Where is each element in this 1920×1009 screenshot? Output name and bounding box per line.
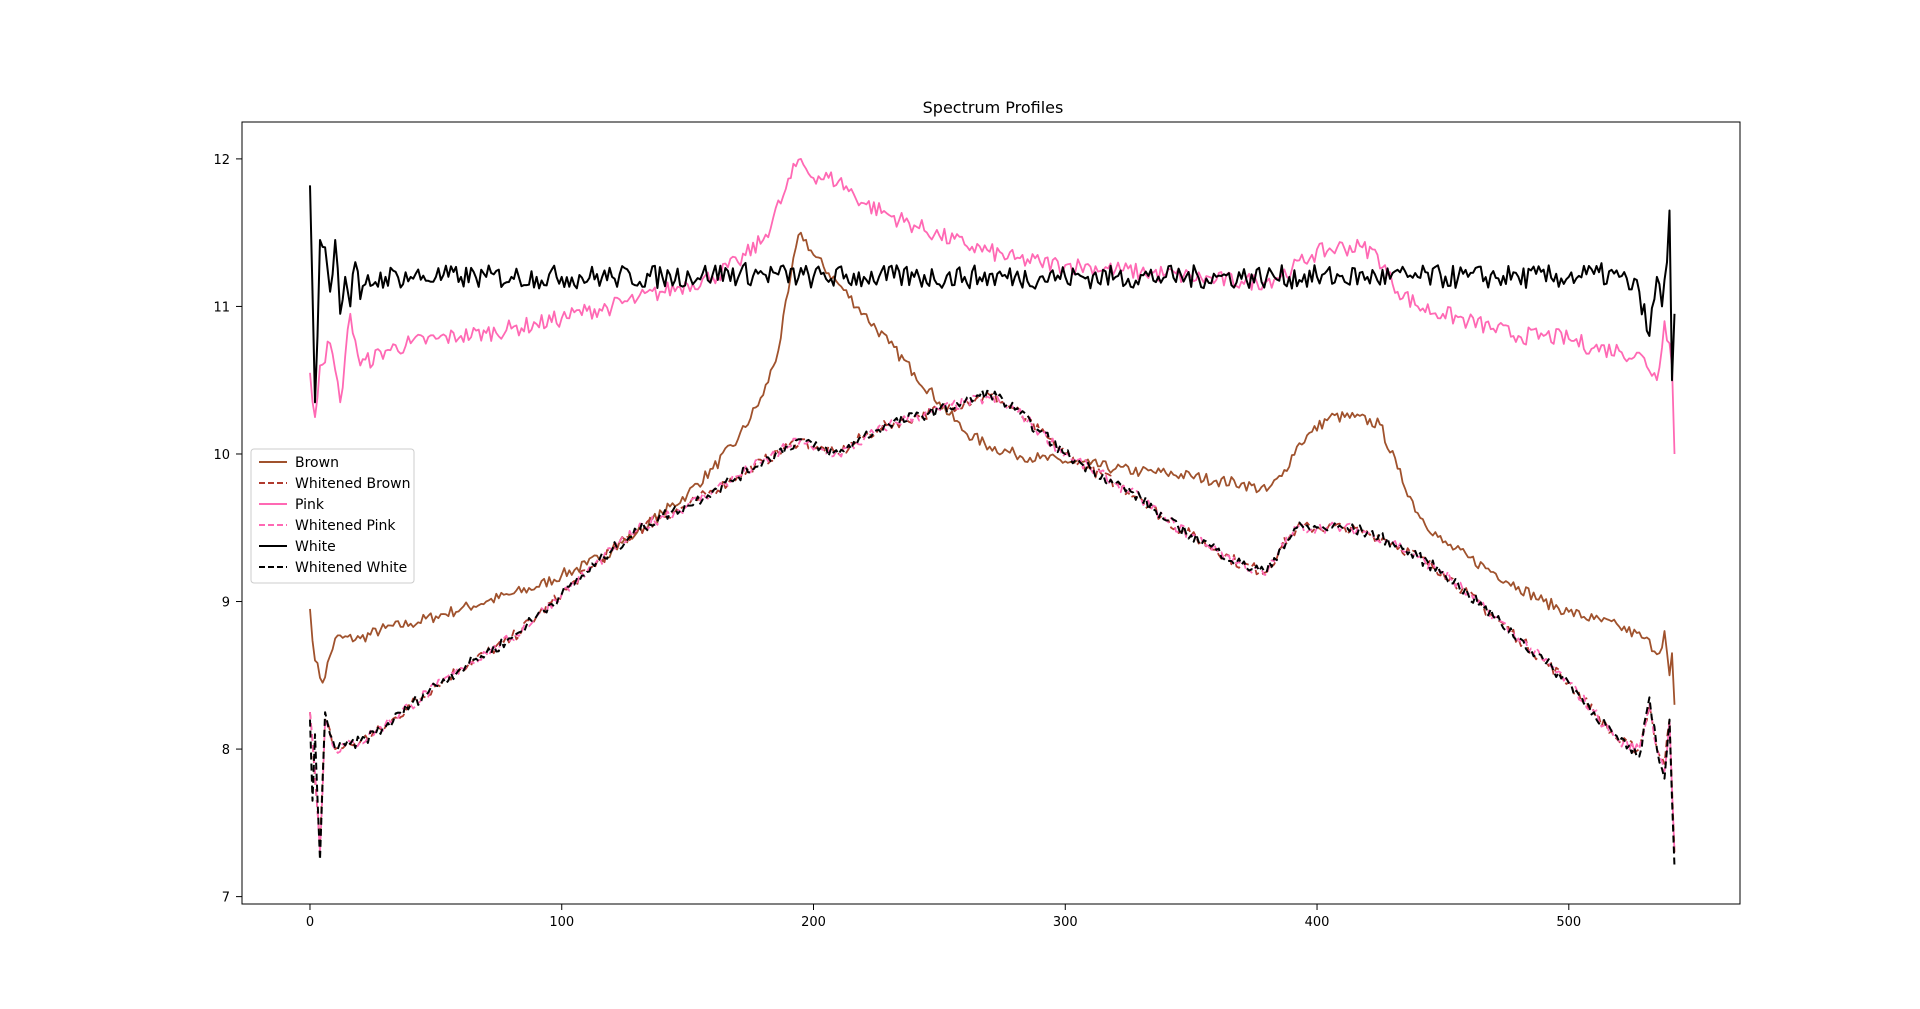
axes: 0 100 200 300 400 500 7 8 9 10 11 12 <box>213 121 1741 930</box>
x-tick-label: 400 <box>1305 915 1330 930</box>
legend-box <box>250 448 415 584</box>
x-tick-label: 100 <box>549 915 574 930</box>
series-line-brown <box>309 231 1676 705</box>
series-line-pink <box>309 158 1676 455</box>
legend-label: White <box>295 539 336 555</box>
y-tick-label: 9 <box>222 596 230 611</box>
series-line-white <box>309 185 1676 404</box>
x-tick-label: 0 <box>306 915 314 930</box>
plot-area <box>309 158 1676 868</box>
plot-frame <box>241 121 1741 905</box>
series-line-whitened-white <box>309 389 1676 868</box>
y-tick-label: 7 <box>222 891 230 906</box>
chart-title: Spectrum Profiles <box>923 98 1064 117</box>
x-tick-label: 500 <box>1556 915 1581 930</box>
legend-label: Whitened Brown <box>295 476 410 492</box>
y-tick-label: 11 <box>213 300 230 315</box>
x-tick-label: 300 <box>1053 915 1078 930</box>
legend-label: Pink <box>295 497 325 513</box>
legend: Brown Whitened Brown Pink Whitened Pink Whit… <box>250 448 415 584</box>
legend-label: Whitened Pink <box>295 518 396 534</box>
y-tick-label: 12 <box>213 153 230 168</box>
legend-label: Brown <box>295 455 339 471</box>
y-tick-label: 10 <box>213 448 230 463</box>
y-tick-label: 8 <box>222 743 230 758</box>
x-tick-label: 200 <box>801 915 826 930</box>
series-line-whitened-pink <box>309 393 1676 854</box>
legend-label: Whitened White <box>295 560 407 576</box>
series-line-whitened-brown <box>309 391 1676 853</box>
